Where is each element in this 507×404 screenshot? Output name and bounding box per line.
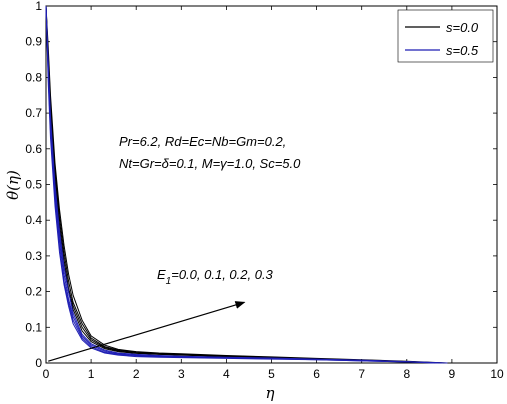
x-axis-label: η bbox=[266, 384, 275, 402]
series-line-s0-e1-0.3 bbox=[45, 5, 448, 364]
legend: s=0.0 s=0.5 bbox=[397, 9, 494, 63]
x-tick-label: 8 bbox=[403, 367, 410, 381]
legend-label-s0: s=0.0 bbox=[446, 20, 479, 35]
arrow-label-rest: =0.0, 0.1, 0.2, 0.3 bbox=[171, 267, 273, 282]
axis-ticks: 0 1 2 3 4 5 6 7 8 9 10 0 0.1 0.2 0.3 0.4 0.5 0.6 0.7 0.8 0.9… bbox=[25, 0, 504, 381]
legend-box bbox=[397, 9, 494, 63]
y-tick-label: 0 bbox=[35, 356, 42, 370]
y-tick-label: 0.2 bbox=[25, 285, 42, 299]
x-tick-label: 10 bbox=[490, 367, 504, 381]
y-tick-label: 0.7 bbox=[25, 106, 42, 120]
y-tick-label: 1 bbox=[35, 0, 42, 13]
x-tick-label: 5 bbox=[268, 367, 275, 381]
series-group bbox=[45, 5, 448, 364]
y-tick-label: 0.1 bbox=[25, 320, 42, 334]
y-tick-label: 0.4 bbox=[25, 213, 42, 227]
x-tick-label: 9 bbox=[449, 367, 456, 381]
x-tick-label: 7 bbox=[358, 367, 365, 381]
arrow-label-subscript: 1 bbox=[166, 276, 172, 287]
y-tick-label: 0.3 bbox=[25, 249, 42, 263]
arrow bbox=[48, 301, 246, 362]
y-tick-label: 0.6 bbox=[25, 142, 42, 156]
x-tick-label: 4 bbox=[223, 367, 230, 381]
x-tick-label: 0 bbox=[43, 367, 50, 381]
x-tick-label: 6 bbox=[313, 367, 320, 381]
y-tick-label: 0.5 bbox=[25, 178, 42, 192]
annotation-line-2: Nt=Gr=δ=0.1, M=γ=1.0, Sc=5.0 bbox=[119, 156, 301, 171]
y-axis-label: θ(η) bbox=[4, 170, 22, 200]
x-tick-label: 1 bbox=[88, 367, 95, 381]
y-tick-label: 0.8 bbox=[25, 70, 42, 84]
x-tick-label: 3 bbox=[178, 367, 185, 381]
plot-area bbox=[45, 5, 498, 364]
series-line-s05-e1-0.3 bbox=[45, 5, 448, 364]
x-tick-label: 2 bbox=[133, 367, 140, 381]
annotation-line-1: Pr=6.2, Rd=Ec=Nb=Gm=0.2, bbox=[119, 134, 286, 149]
arrow-label: E1=0.0, 0.1, 0.2, 0.3 bbox=[157, 267, 274, 287]
y-tick-label: 0.9 bbox=[25, 35, 42, 49]
legend-label-s05: s=0.5 bbox=[446, 43, 479, 58]
arrow-label-base: E bbox=[157, 267, 166, 282]
